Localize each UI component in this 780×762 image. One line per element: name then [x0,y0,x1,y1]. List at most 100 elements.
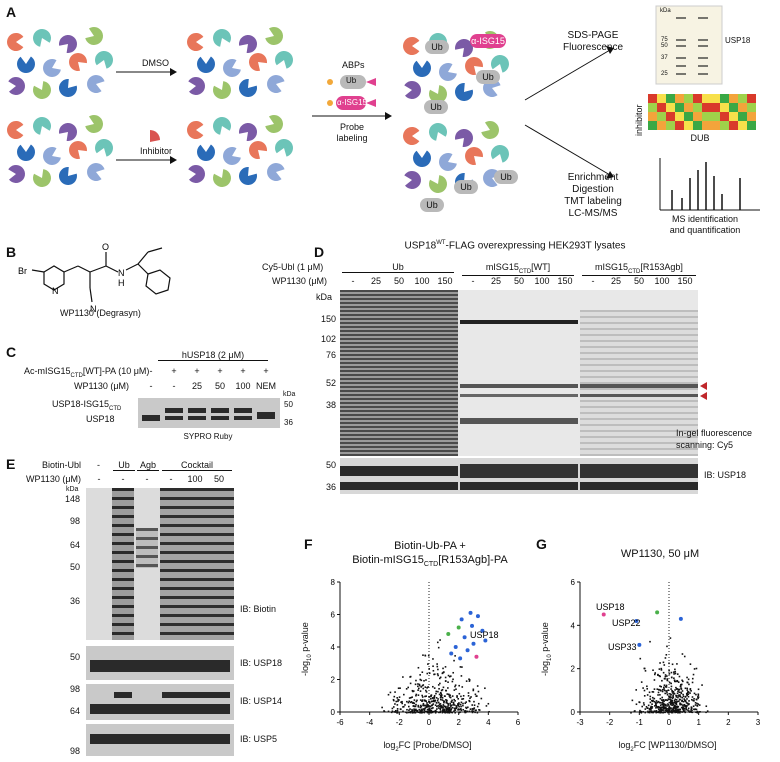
data-point [661,696,664,699]
data-point [417,685,419,688]
data-point [457,704,459,707]
data-point [649,698,652,700]
data-point [685,708,688,711]
data-point [667,709,670,712]
data-point [473,707,476,709]
data-point [655,702,657,705]
data-point [468,678,470,681]
data-point [662,671,665,674]
data-point [683,707,686,710]
c-row1-value: + [263,366,269,376]
enzyme-icon [491,145,510,163]
data-point [414,711,416,714]
data-point [689,688,692,691]
data-point [419,678,422,681]
heatmap-cell [729,94,738,103]
data-point [420,708,423,711]
data-point [402,676,404,678]
data-point [443,708,446,711]
data-point [397,700,399,703]
data-point [461,686,464,688]
data-point [680,691,682,694]
data-point [697,688,700,691]
data-point [460,675,463,677]
d-ib-usp18-blot [340,458,698,494]
data-point [665,684,668,687]
d-conc-value: 25 [610,276,621,286]
data-point [686,698,688,700]
data-point [653,697,656,700]
data-point [681,711,683,713]
enzyme-icon [239,167,257,185]
data-point [673,710,676,712]
data-point [662,686,665,689]
data-point [400,701,402,704]
data-point [670,709,673,712]
ub-pill: Ub [494,170,518,184]
d-ib-label: IB: USP18 [704,470,747,480]
ms-spectrum [659,158,760,211]
data-point [648,691,651,694]
data-point [454,685,456,688]
enzyme-icon [87,163,105,182]
data-point [697,696,700,698]
data-point [424,710,427,713]
data-point [677,705,680,708]
data-point [419,699,422,701]
data-point [675,707,677,709]
data-point [685,706,687,709]
data-point [664,685,667,688]
data-point [414,683,417,686]
d-conc-value: 150 [557,276,573,286]
data-point [675,696,678,698]
data-point [422,704,424,707]
data-point [421,699,424,702]
highlight-point [475,614,480,619]
data-point [458,702,460,704]
enzyme-pool-bottom-mid [187,115,293,187]
data-point [686,705,688,707]
data-point [650,711,653,713]
data-point [671,697,674,700]
heatmap-cell [702,103,711,112]
data-point [446,710,449,713]
x-tick-label: 2 [726,718,731,727]
heatmap-cell [657,112,666,121]
data-point [452,704,455,706]
data-point [429,702,431,704]
data-point [432,700,435,703]
data-point [654,710,656,712]
data-point [660,667,663,670]
y-tick-label: 8 [331,578,336,587]
highlight-point [634,619,639,623]
data-point [447,704,449,706]
data-point [432,699,435,702]
data-point [687,703,690,706]
data-point [697,693,700,696]
data-point [649,695,652,698]
data-point [433,673,435,676]
data-point [653,679,656,681]
data-point [444,711,446,714]
panel-label-f: F [304,536,313,552]
data-point [440,694,443,697]
data-point [480,697,483,700]
enzyme-icon [413,60,431,77]
data-point [452,701,455,704]
data-point [426,702,428,704]
data-point [419,710,421,712]
heatmap-cell [720,112,729,121]
data-point [477,690,480,693]
data-point [684,696,687,698]
data-point [456,696,458,698]
data-point [665,706,667,709]
data-point [449,710,452,713]
data-point [432,703,435,705]
panel-label-e: E [6,456,16,472]
data-point [431,711,433,713]
f-title-1: Biotin-Ub-PA + [394,540,466,552]
data-point [442,686,445,689]
d-row2-label: WP1130 (μM) [272,276,328,286]
data-point [459,703,462,706]
data-point [449,696,452,699]
